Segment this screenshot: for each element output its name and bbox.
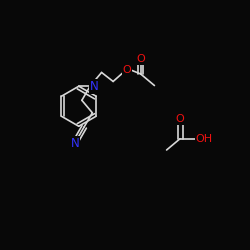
Text: O: O [176, 114, 184, 124]
Text: N: N [90, 80, 99, 93]
Text: N: N [70, 136, 79, 149]
Text: O: O [122, 65, 131, 75]
Text: OH: OH [196, 134, 213, 144]
Text: O: O [136, 54, 145, 64]
